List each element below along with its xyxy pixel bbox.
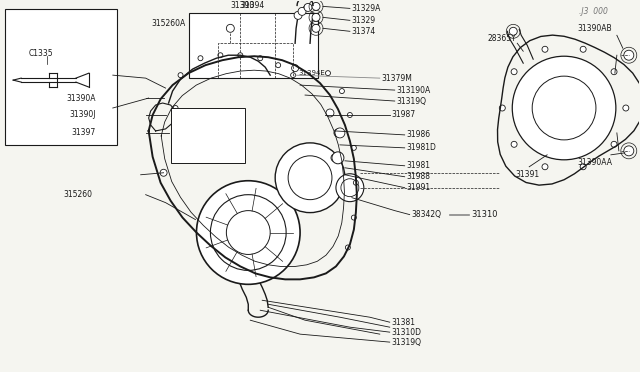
Circle shape xyxy=(348,112,353,118)
Text: 31390AA: 31390AA xyxy=(577,158,612,167)
Circle shape xyxy=(509,27,517,35)
Circle shape xyxy=(353,180,358,185)
Circle shape xyxy=(312,24,320,32)
Text: 315260A: 315260A xyxy=(151,19,186,28)
Circle shape xyxy=(542,164,548,170)
Circle shape xyxy=(198,56,203,61)
Text: 31319Q: 31319Q xyxy=(397,97,427,106)
Text: 38342Q: 38342Q xyxy=(412,210,442,219)
Bar xyxy=(5,9,116,145)
Circle shape xyxy=(227,211,270,254)
Circle shape xyxy=(312,13,320,21)
Circle shape xyxy=(178,73,183,78)
Text: 31374: 31374 xyxy=(352,27,376,36)
Circle shape xyxy=(511,69,517,75)
Circle shape xyxy=(276,63,281,68)
Circle shape xyxy=(211,195,286,270)
Text: 31379M: 31379M xyxy=(382,74,413,83)
Circle shape xyxy=(611,69,617,75)
Text: C1335: C1335 xyxy=(29,49,54,58)
Circle shape xyxy=(624,50,634,60)
Text: 31390AB: 31390AB xyxy=(577,24,612,33)
Text: 31981: 31981 xyxy=(406,161,431,170)
Circle shape xyxy=(218,53,223,58)
Text: 31394E: 31394E xyxy=(298,70,325,76)
Circle shape xyxy=(275,143,345,213)
Text: 31986: 31986 xyxy=(406,131,431,140)
Circle shape xyxy=(611,141,617,147)
Circle shape xyxy=(173,106,178,110)
Text: 31329A: 31329A xyxy=(352,4,381,13)
Text: 31310: 31310 xyxy=(472,210,498,219)
Text: 31394: 31394 xyxy=(240,1,264,10)
Circle shape xyxy=(512,56,616,160)
Circle shape xyxy=(294,12,302,19)
Circle shape xyxy=(542,46,548,52)
Text: 31329: 31329 xyxy=(352,16,376,25)
Circle shape xyxy=(339,89,344,94)
Bar xyxy=(171,108,245,163)
Text: 31991: 31991 xyxy=(406,183,431,192)
Circle shape xyxy=(292,65,299,72)
Circle shape xyxy=(351,215,356,220)
Circle shape xyxy=(160,169,167,176)
Circle shape xyxy=(351,145,356,150)
Circle shape xyxy=(298,7,306,15)
Text: 31390A: 31390A xyxy=(67,93,96,103)
Text: .J3  000: .J3 000 xyxy=(579,7,608,16)
Circle shape xyxy=(312,2,320,10)
Circle shape xyxy=(196,181,300,284)
Circle shape xyxy=(291,73,296,78)
Text: 31987: 31987 xyxy=(392,110,416,119)
Text: 28365Y: 28365Y xyxy=(487,34,516,43)
Circle shape xyxy=(335,128,345,138)
Text: 313190A: 313190A xyxy=(397,86,431,94)
Circle shape xyxy=(258,56,262,61)
Circle shape xyxy=(511,141,517,147)
Text: 31390: 31390 xyxy=(230,1,255,10)
Text: 315260: 315260 xyxy=(64,190,93,199)
Circle shape xyxy=(346,245,350,250)
Text: 31390J: 31390J xyxy=(69,110,96,119)
Bar xyxy=(218,43,293,78)
Text: 31981D: 31981D xyxy=(406,143,436,153)
Circle shape xyxy=(580,164,586,170)
Circle shape xyxy=(227,24,234,32)
Circle shape xyxy=(326,71,330,76)
Circle shape xyxy=(288,156,332,200)
Circle shape xyxy=(332,152,344,164)
Circle shape xyxy=(499,105,506,111)
Text: 31319Q: 31319Q xyxy=(392,338,422,347)
Circle shape xyxy=(304,3,312,12)
Circle shape xyxy=(331,154,339,162)
Circle shape xyxy=(326,109,334,117)
Text: 31988: 31988 xyxy=(406,172,431,181)
Circle shape xyxy=(580,46,586,52)
Text: 31310D: 31310D xyxy=(392,328,422,337)
Circle shape xyxy=(336,174,364,202)
Bar xyxy=(189,13,318,78)
Text: 31391: 31391 xyxy=(515,170,540,179)
Circle shape xyxy=(334,129,342,137)
Text: 31381: 31381 xyxy=(392,318,416,327)
Circle shape xyxy=(238,53,243,58)
Circle shape xyxy=(532,76,596,140)
Circle shape xyxy=(624,146,634,156)
Text: 31397: 31397 xyxy=(72,128,96,137)
Circle shape xyxy=(623,105,629,111)
Circle shape xyxy=(341,179,359,197)
